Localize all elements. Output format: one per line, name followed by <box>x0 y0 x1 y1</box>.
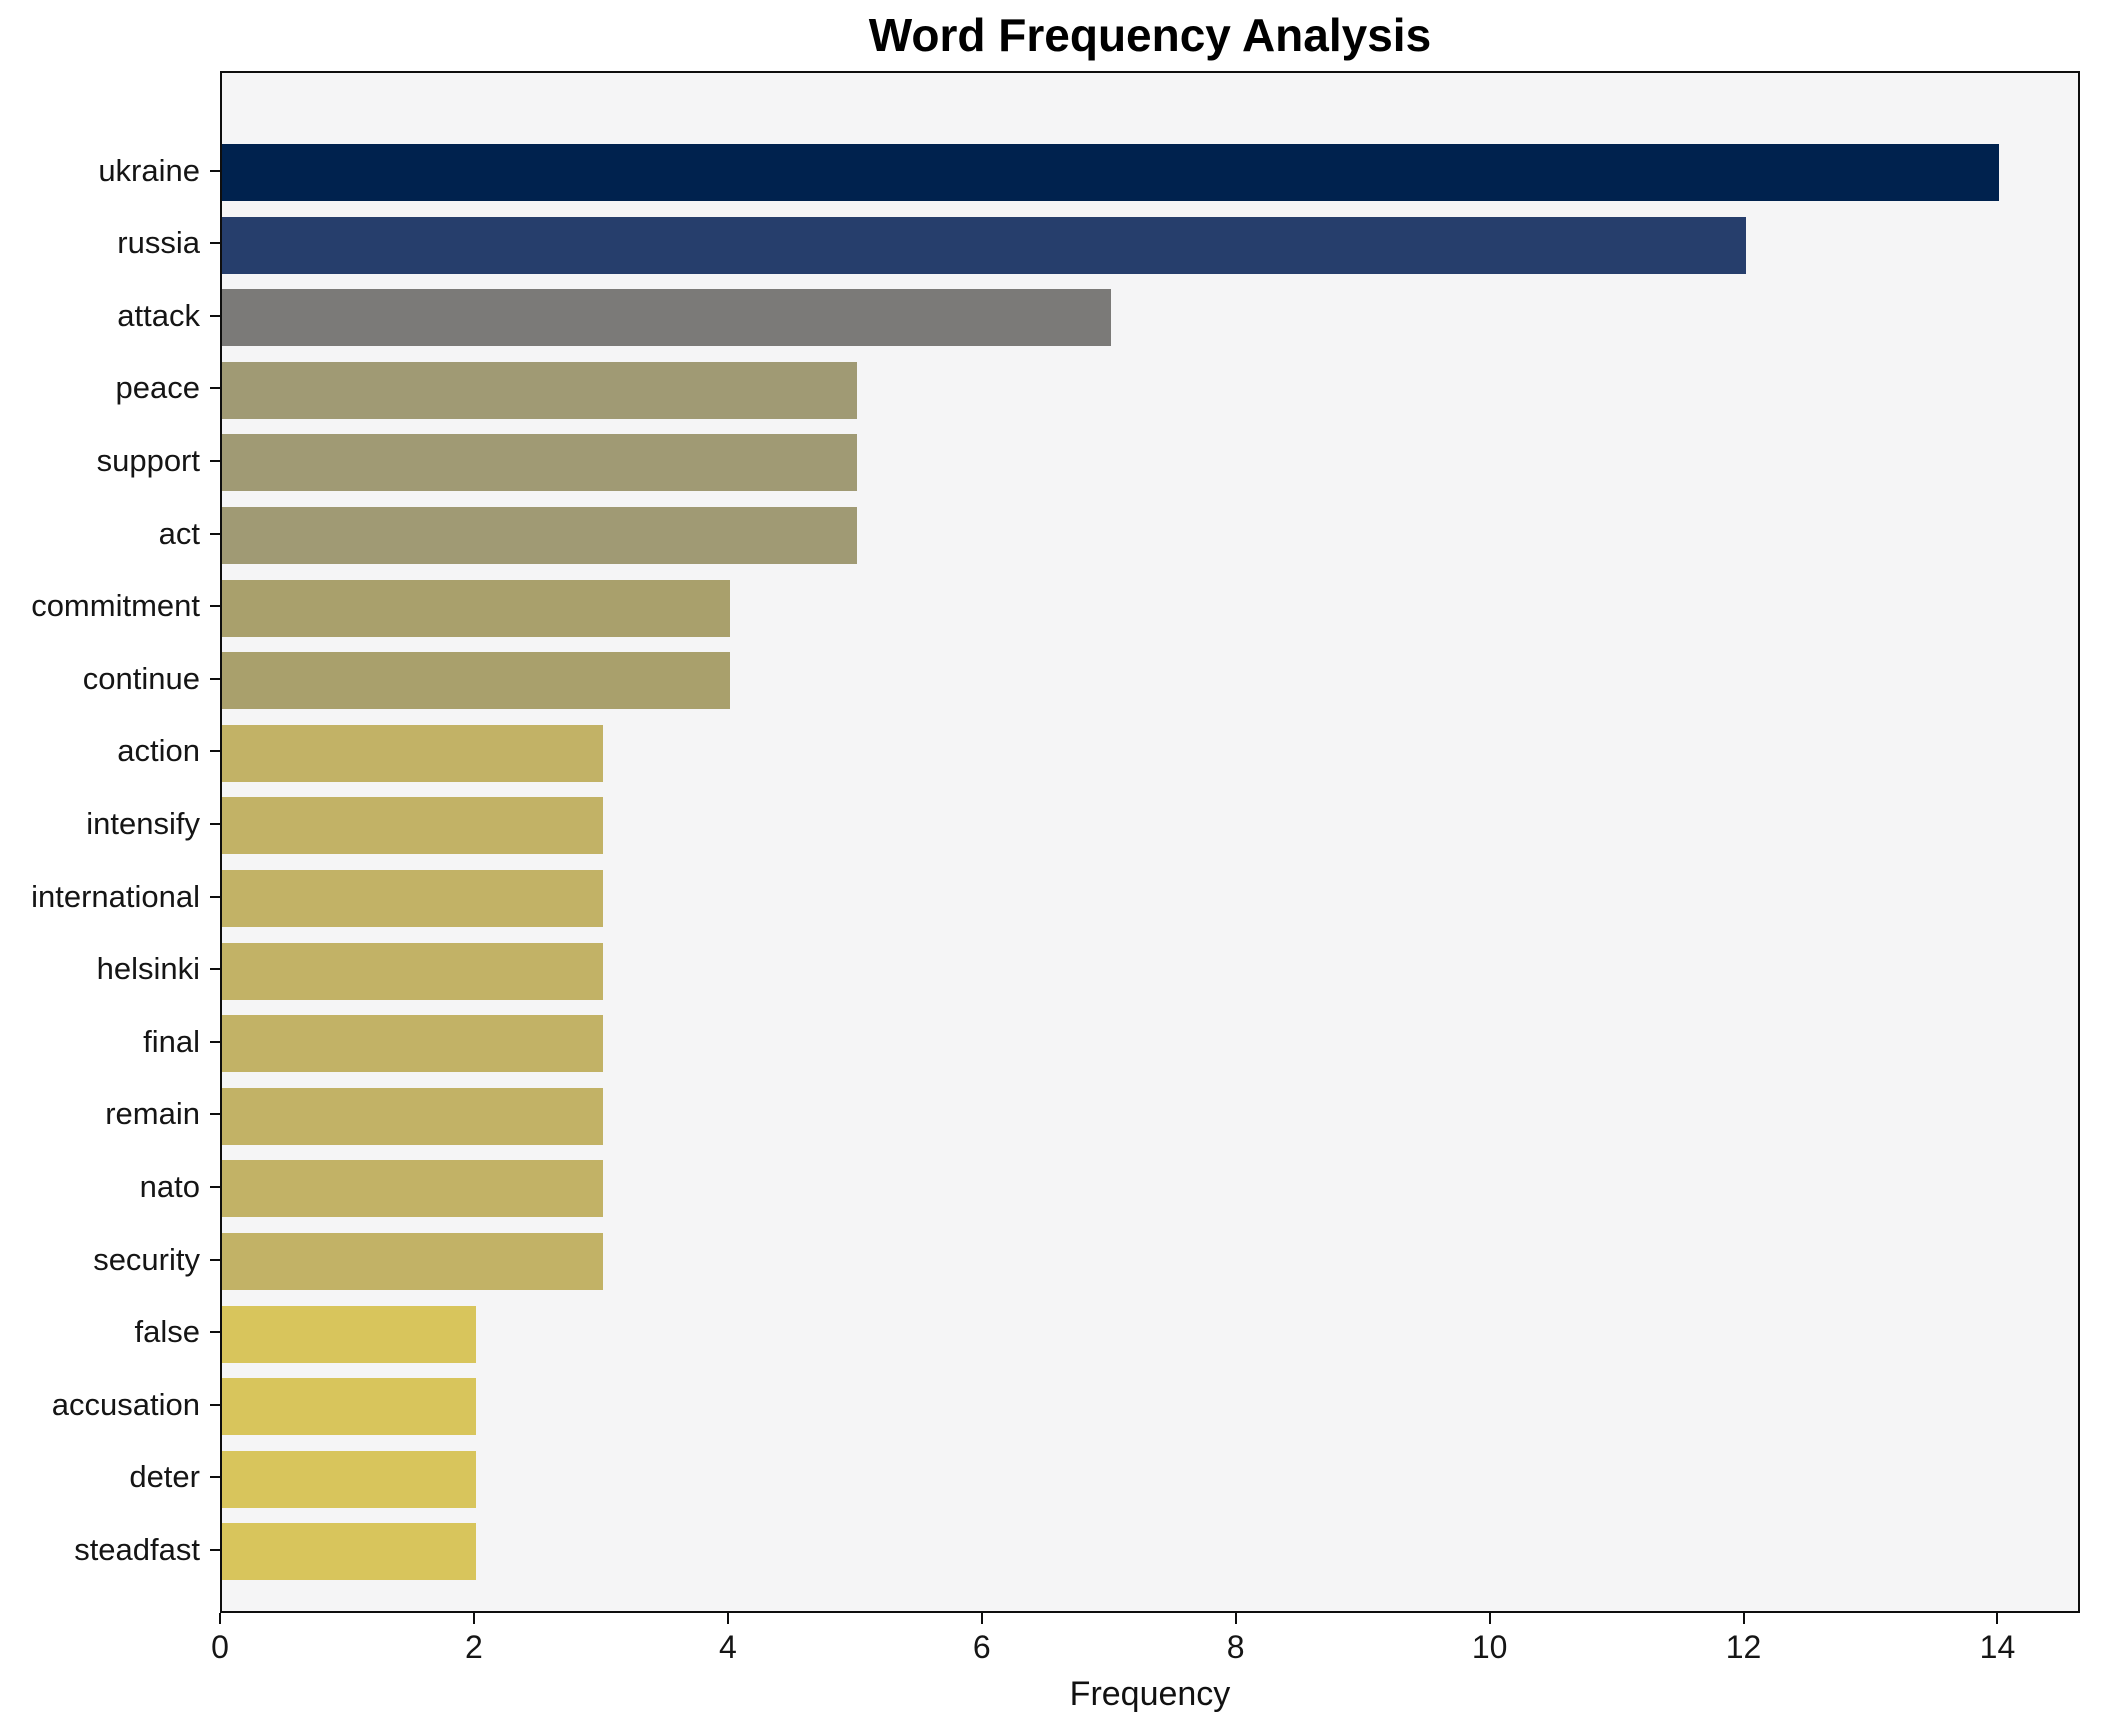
y-tick-label: attack <box>117 297 200 333</box>
bar-action <box>222 724 603 782</box>
y-tick-mark <box>210 750 220 753</box>
bar-international <box>222 870 603 927</box>
y-tick-label: ukraine <box>98 152 200 188</box>
y-tick-mark <box>210 532 220 535</box>
bar-security <box>222 1233 603 1290</box>
y-tick-mark <box>210 968 220 971</box>
x-tick-mark <box>980 1613 983 1624</box>
y-tick-mark <box>210 1476 220 1479</box>
x-tick-label: 12 <box>1725 1629 1762 1665</box>
y-tick-label: continue <box>82 660 200 696</box>
chart-title: Word Frequency Analysis <box>868 9 1432 61</box>
bar-peace <box>222 361 857 419</box>
bar-ukraine <box>222 144 2000 201</box>
y-tick-mark <box>210 169 220 172</box>
y-tick-mark <box>210 1113 220 1116</box>
x-tick-label: 0 <box>211 1629 229 1665</box>
y-tick-mark <box>210 1331 220 1334</box>
y-tick-label: russia <box>117 225 200 261</box>
bar-support <box>222 434 857 492</box>
bar-deter <box>222 1450 476 1508</box>
y-tick-label: support <box>96 442 200 478</box>
y-tick-label: remain <box>105 1096 200 1132</box>
y-tick-label: international <box>31 878 200 914</box>
y-tick-label: false <box>134 1314 200 1350</box>
x-tick-mark <box>726 1613 729 1624</box>
bar-nato <box>222 1160 603 1218</box>
y-tick-label: final <box>143 1023 200 1059</box>
y-tick-mark <box>210 1040 220 1043</box>
bar-intensify <box>222 797 603 855</box>
y-tick-mark <box>210 677 220 680</box>
x-tick-mark <box>1996 1613 1999 1624</box>
bar-attack <box>222 289 1111 347</box>
y-tick-label: helsinki <box>96 951 200 987</box>
x-tick-mark <box>1742 1613 1745 1624</box>
bar-act <box>222 507 857 564</box>
bar-final <box>222 1015 603 1073</box>
y-tick-mark <box>210 387 220 390</box>
y-tick-label: nato <box>139 1168 200 1204</box>
y-tick-mark <box>210 314 220 317</box>
bar-russia <box>222 216 1746 274</box>
y-tick-mark <box>210 605 220 608</box>
y-tick-label: act <box>158 515 200 551</box>
x-tick-label: 10 <box>1471 1629 1508 1665</box>
x-tick-mark <box>219 1613 221 1624</box>
bar-continue <box>222 652 730 710</box>
y-tick-mark <box>210 1258 220 1261</box>
bar-false <box>222 1305 476 1363</box>
x-tick-label: 2 <box>465 1629 483 1665</box>
x-tick-mark <box>472 1613 475 1624</box>
bar-helsinki <box>222 942 603 1000</box>
bar-steadfast <box>222 1523 476 1581</box>
bar-accusation <box>222 1378 476 1436</box>
x-tick-mark <box>1234 1613 1237 1624</box>
y-tick-label: accusation <box>51 1386 200 1422</box>
y-tick-mark <box>210 1548 220 1551</box>
y-tick-mark <box>210 1403 220 1406</box>
bar-remain <box>222 1087 603 1145</box>
y-tick-label: security <box>93 1241 200 1277</box>
y-tick-mark <box>210 895 220 898</box>
y-tick-label: steadfast <box>74 1531 200 1567</box>
y-tick-mark <box>210 459 220 462</box>
x-axis-title: Frequency <box>1069 1675 1231 1713</box>
x-tick-label: 14 <box>1979 1629 2016 1665</box>
x-tick-label: 4 <box>718 1629 737 1665</box>
bar-commitment <box>222 579 730 637</box>
x-tick-mark <box>1488 1613 1491 1624</box>
y-tick-label: intensify <box>86 805 200 841</box>
y-tick-mark <box>210 242 220 245</box>
x-tick-label: 8 <box>1226 1629 1245 1665</box>
plot-area <box>220 71 2080 1613</box>
y-tick-label: commitment <box>31 588 200 624</box>
y-tick-label: deter <box>129 1459 200 1495</box>
y-tick-label: peace <box>115 370 200 406</box>
y-tick-mark <box>210 822 220 825</box>
x-tick-label: 6 <box>972 1629 991 1665</box>
y-tick-mark <box>210 1185 220 1188</box>
y-tick-label: action <box>117 733 200 769</box>
